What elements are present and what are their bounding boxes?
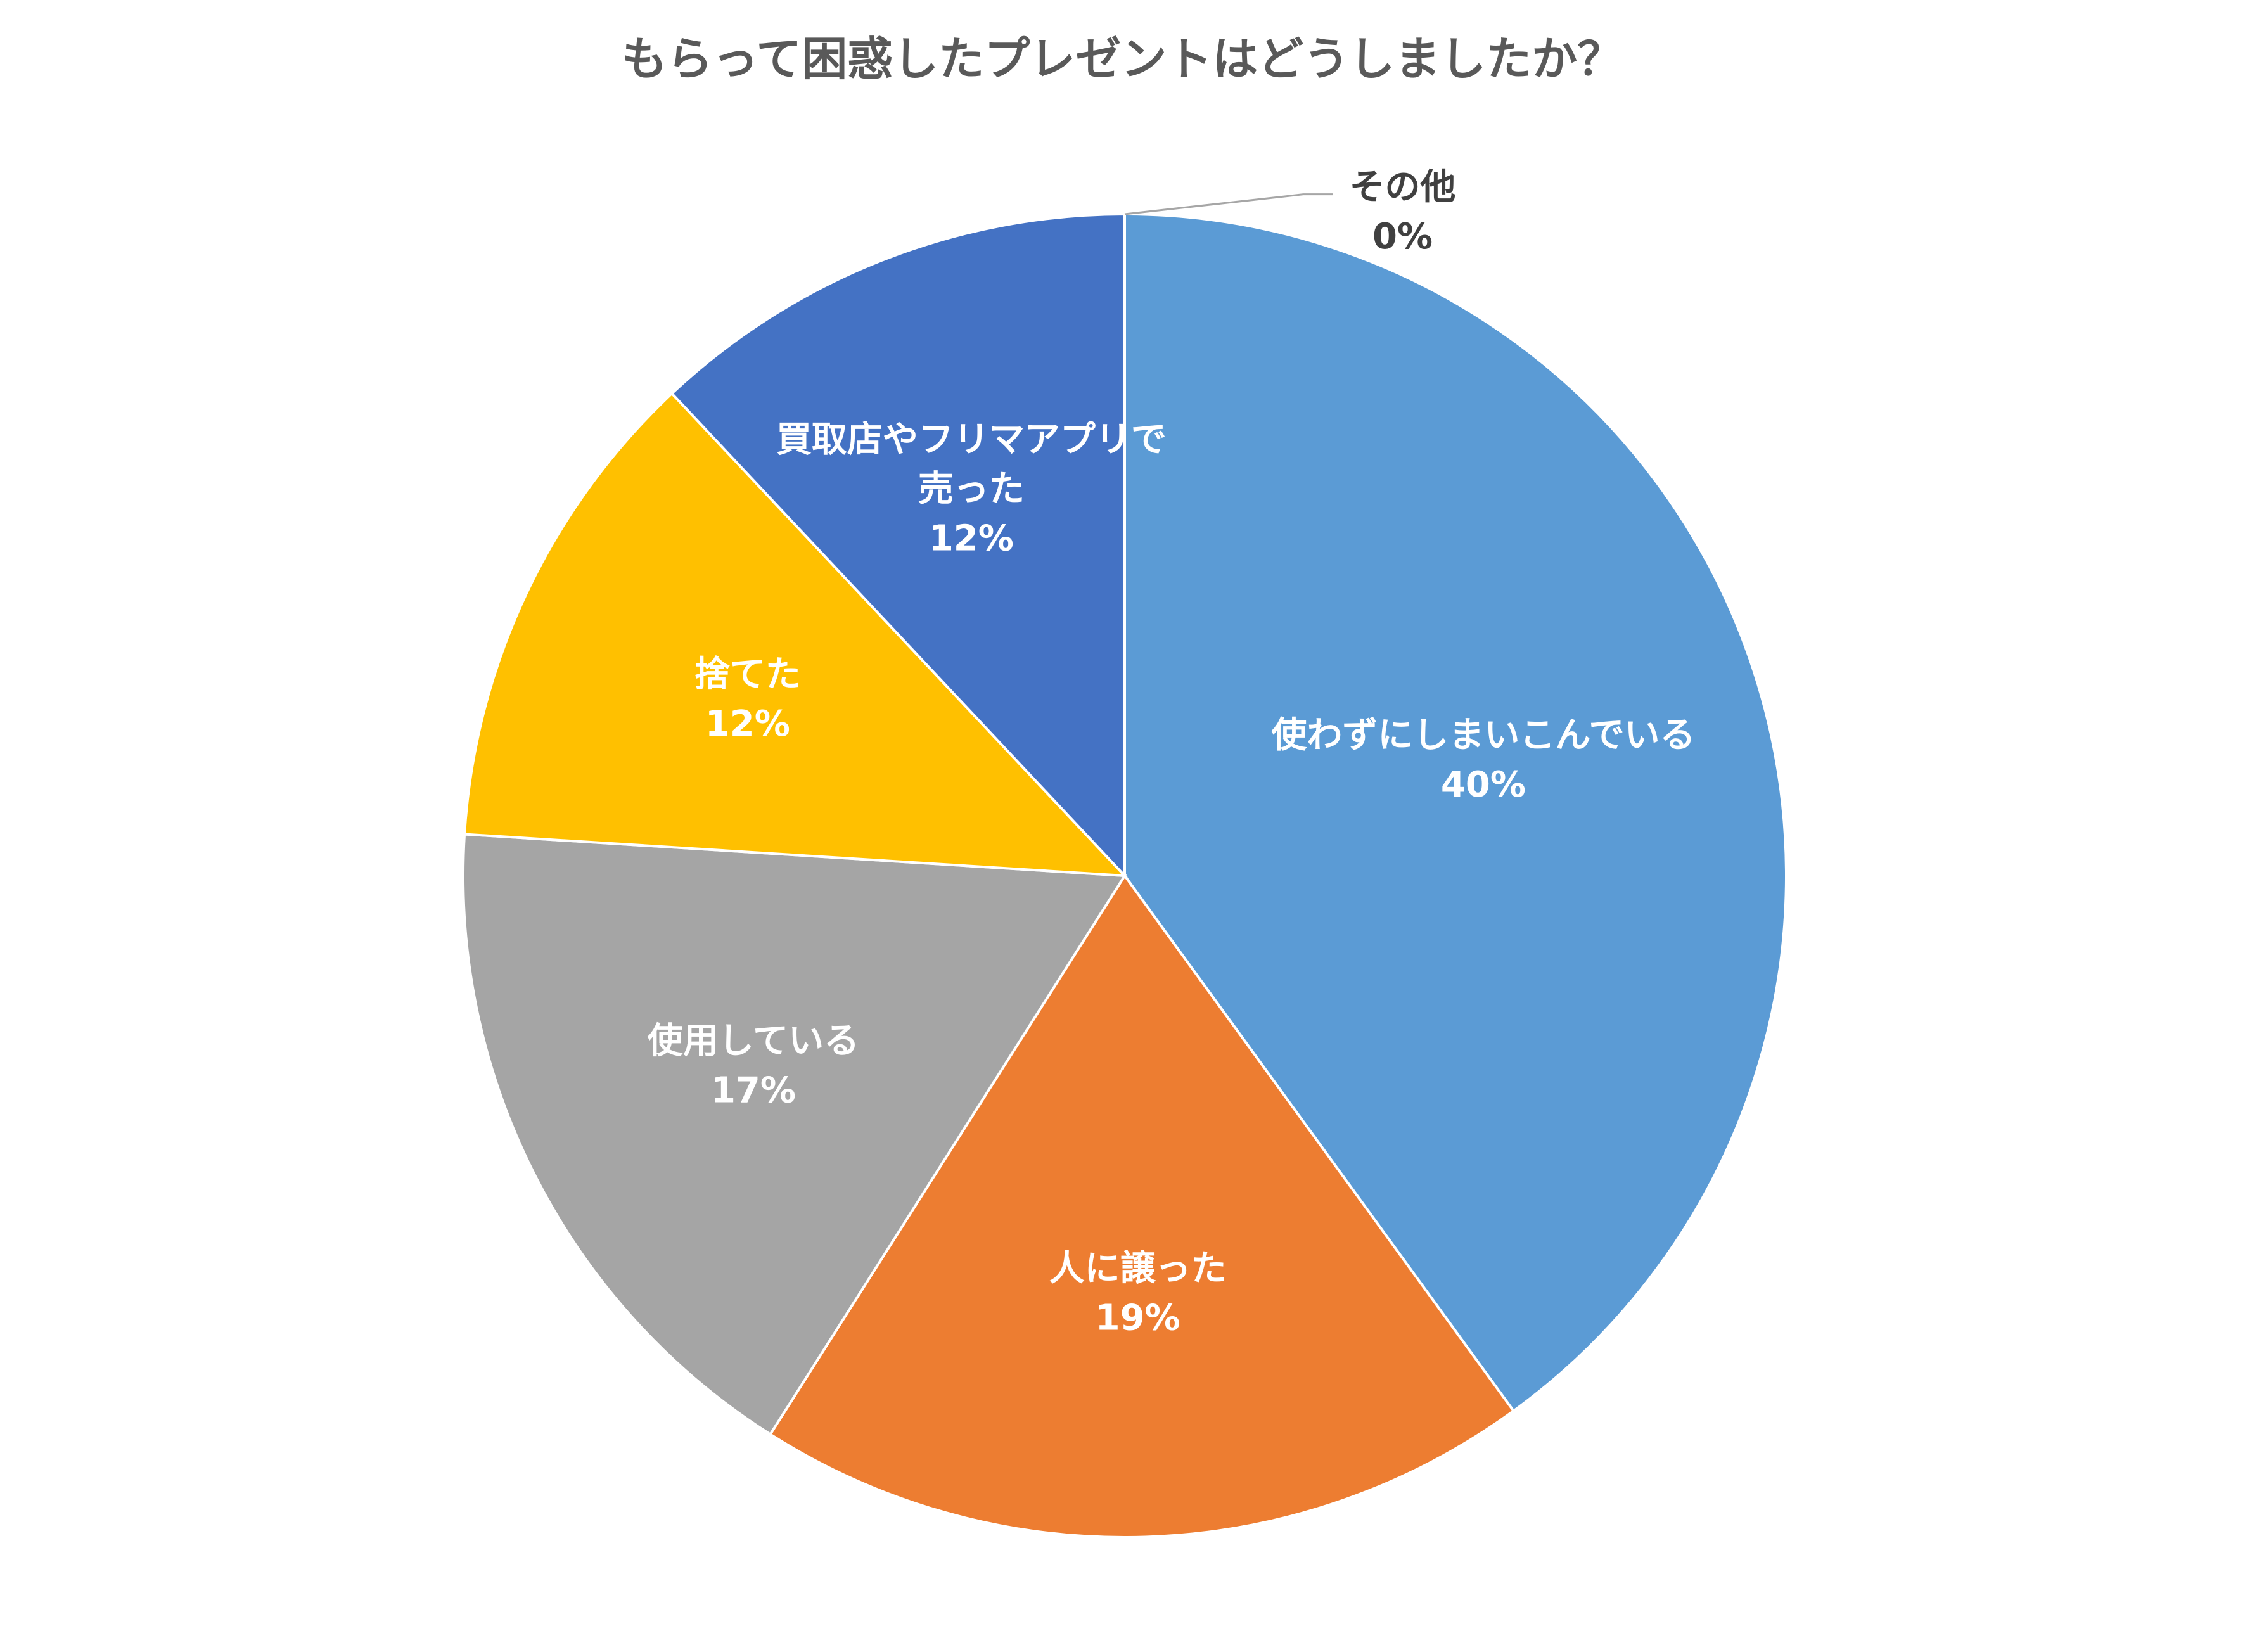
- slice-6-leader-line: [1124, 193, 1333, 215]
- slice-1-category-label: 使わずにしまいこんでいる: [1271, 715, 1695, 756]
- slice-4-value-label: 12%: [705, 703, 790, 745]
- slice-labels: 使わずにしまいこんでいる 40% 人に譲った 19% 使用している 17% 捨てた 12% 買取…: [648, 167, 1696, 1339]
- slice-4-category-label: 捨てた: [694, 654, 801, 695]
- slice-4-wedge: [463, 392, 1128, 878]
- slice-1-wedge: [1123, 212, 1788, 1413]
- slice-3-category-label: 使用している: [648, 1021, 859, 1062]
- chart-title: もらって困惑したプレゼントはどうしましたか？: [622, 32, 1623, 86]
- slice-2-category-label: 人に譲った: [1049, 1248, 1227, 1289]
- slice-5-category-label: 買取店やフリマアプリで: [776, 419, 1167, 460]
- slice-1-value-label: 40%: [1441, 764, 1526, 805]
- slice-2-value-label: 19%: [1096, 1297, 1180, 1338]
- slice-3-value-label: 17%: [711, 1070, 796, 1111]
- slice-5-category-label: 売った: [918, 468, 1025, 509]
- slice-5-value-label: 12%: [929, 518, 1014, 559]
- pie-slices: [462, 212, 1788, 1539]
- slice-6-category-label: その他: [1349, 167, 1455, 208]
- slice-3-wedge: [462, 833, 1127, 1437]
- slice-5-wedge: [670, 212, 1126, 880]
- leader-lines: [1124, 193, 1333, 215]
- slice-6-value-label: 0%: [1372, 216, 1433, 257]
- slice-2-wedge: [768, 873, 1516, 1539]
